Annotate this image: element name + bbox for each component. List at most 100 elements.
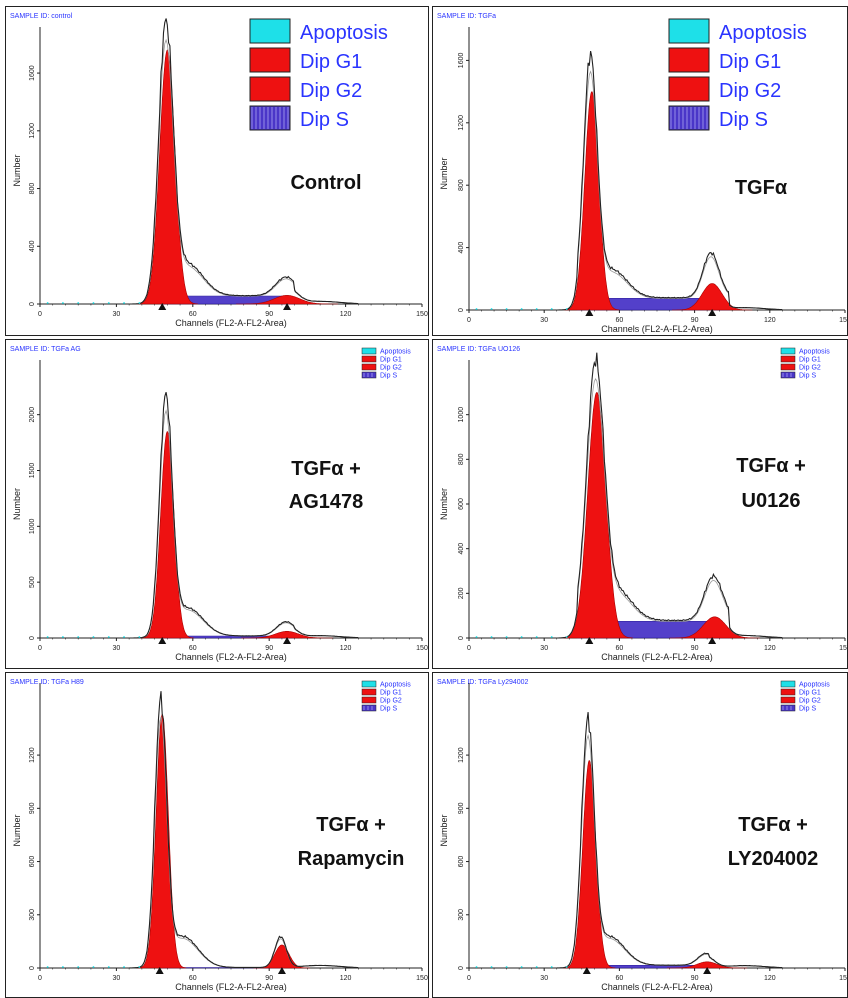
condition-label: Control <box>290 172 361 194</box>
peak-marker-triangle <box>283 303 292 310</box>
legend-swatch-dip-g2 <box>361 696 377 704</box>
apoptosis-dot <box>62 636 64 638</box>
y-tick-label: 200 <box>458 587 465 599</box>
x-axis-label: Channels (FL2-A-FL2-Area) <box>175 318 287 328</box>
apoptosis-dot <box>520 308 523 310</box>
legend-swatch-dip-g1 <box>780 355 796 363</box>
y-tick-label: 1200 <box>29 123 36 139</box>
legend-label: Apoptosis <box>799 682 830 689</box>
apoptosis-dot <box>138 966 141 968</box>
legend-swatch-apoptosis <box>780 347 796 355</box>
x-tick-label: 150 <box>416 645 428 652</box>
peak-marker-triangle <box>582 967 591 974</box>
legend-label: Dip G2 <box>380 698 402 705</box>
peak-marker-triangle <box>703 967 712 974</box>
x-tick-label: 150 <box>839 317 847 324</box>
x-tick-label: 0 <box>38 645 42 652</box>
y-tick-label: 1600 <box>458 53 465 69</box>
apoptosis-dot <box>77 966 80 968</box>
legend-swatch-dip-g2 <box>668 76 710 102</box>
dip-g2-area <box>672 283 753 311</box>
legend-label: Dip G2 <box>799 365 821 372</box>
dip-g1-area <box>563 91 620 311</box>
apoptosis-dot <box>550 636 553 638</box>
condition-label: TGFα + <box>316 814 386 836</box>
x-axis-label: Channels (FL2-A-FL2-Area) <box>601 982 713 992</box>
legend-label: Dip G1 <box>719 51 781 73</box>
x-tick-label: 150 <box>416 311 428 318</box>
x-tick-label: 30 <box>113 311 121 318</box>
legend-label: Dip G1 <box>380 690 402 697</box>
x-tick-label: 120 <box>764 317 776 324</box>
apoptosis-dot <box>535 308 538 310</box>
x-tick-label: 90 <box>691 975 699 982</box>
y-tick-label: 1200 <box>458 747 465 763</box>
y-tick-label: 300 <box>458 909 465 921</box>
y-tick-label: 300 <box>29 909 36 921</box>
dip-g1-area <box>562 760 616 969</box>
y-axis-label: Number <box>439 157 449 189</box>
legend-label: Dip S <box>300 109 349 131</box>
legend-swatch-dip-g1 <box>668 47 710 73</box>
apoptosis-dot <box>475 966 478 968</box>
histogram-svg: SAMPLE ID: TGFa 0 30 60 90 120 150 0 400 800 1200 1… <box>437 13 847 334</box>
peak-marker-triangle <box>708 309 717 316</box>
legend-swatch-dip-s <box>361 371 377 379</box>
apoptosis-dot <box>475 636 478 638</box>
peak-marker-triangle <box>158 637 167 644</box>
y-tick-label: 1600 <box>29 65 36 81</box>
apoptosis-dot <box>475 308 478 310</box>
x-tick-label: 60 <box>616 975 624 982</box>
apoptosis-dot <box>92 302 95 304</box>
x-axis-label: Channels (FL2-A-FL2-Area) <box>175 652 287 662</box>
x-tick-label: 120 <box>764 975 776 982</box>
sample-id-label: SAMPLE ID: control <box>10 13 73 20</box>
dip-g1-area <box>140 431 194 639</box>
condition-label: LY204002 <box>728 848 818 870</box>
legend-swatch-dip-s <box>780 371 796 379</box>
y-tick-label: 0 <box>458 308 465 312</box>
raw-histogram-line <box>556 712 783 969</box>
apoptosis-dot <box>62 302 64 304</box>
raw-histogram-line <box>129 392 359 639</box>
apoptosis-dot <box>46 302 49 304</box>
dip-g2-area <box>667 961 748 969</box>
legend-swatch-dip-s <box>249 105 291 131</box>
peak-marker-triangle <box>283 637 292 644</box>
dip-g1-area <box>560 392 633 639</box>
legend-swatch-dip-g1 <box>361 355 377 363</box>
apoptosis-dot <box>490 636 493 638</box>
y-axis-label: Number <box>439 488 449 520</box>
x-tick-label: 90 <box>691 645 699 652</box>
y-tick-label: 1200 <box>29 747 36 763</box>
apoptosis-dot <box>92 636 95 638</box>
legend-swatch-dip-s <box>780 704 796 712</box>
condition-label: TGFα <box>735 177 788 199</box>
x-tick-label: 60 <box>189 645 197 652</box>
dip-g2-area <box>253 944 311 969</box>
apoptosis-dot <box>565 308 568 310</box>
apoptosis-dot <box>565 636 568 638</box>
x-axis-label: Channels (FL2-A-FL2-Area) <box>601 652 713 662</box>
y-tick-label: 600 <box>458 856 465 868</box>
apoptosis-dot <box>505 966 508 968</box>
y-tick-label: 400 <box>29 240 36 252</box>
x-tick-label: 30 <box>540 317 548 324</box>
histogram-svg: SAMPLE ID: control 0 30 60 90 120 150 0 400 800 12… <box>10 13 428 328</box>
legend-label: Apoptosis <box>380 682 411 689</box>
apoptosis-dot <box>565 966 568 968</box>
apoptosis-dot <box>77 636 80 638</box>
histogram-svg: SAMPLE ID: TGFa UO126 0 30 60 90 120 150 0 200 40… <box>437 346 847 662</box>
peak-marker-triangle <box>585 637 594 644</box>
legend-swatch-dip-g2 <box>249 76 291 102</box>
legend-label: Dip G1 <box>300 51 362 73</box>
y-tick-label: 1200 <box>458 115 465 131</box>
x-tick-label: 90 <box>691 317 699 324</box>
histogram-svg: SAMPLE ID: TGFa Ly294002 0 30 60 90 120 150 0 30… <box>437 679 847 992</box>
apoptosis-dot <box>62 966 64 968</box>
legend-swatch-apoptosis <box>668 18 710 44</box>
peak-marker-triangle <box>155 967 164 974</box>
histogram-svg: SAMPLE ID: TGFa AG0 30 60 90 120 150050010001… <box>10 346 428 662</box>
y-axis-label: Number <box>12 814 22 846</box>
apoptosis-dot <box>123 636 125 638</box>
